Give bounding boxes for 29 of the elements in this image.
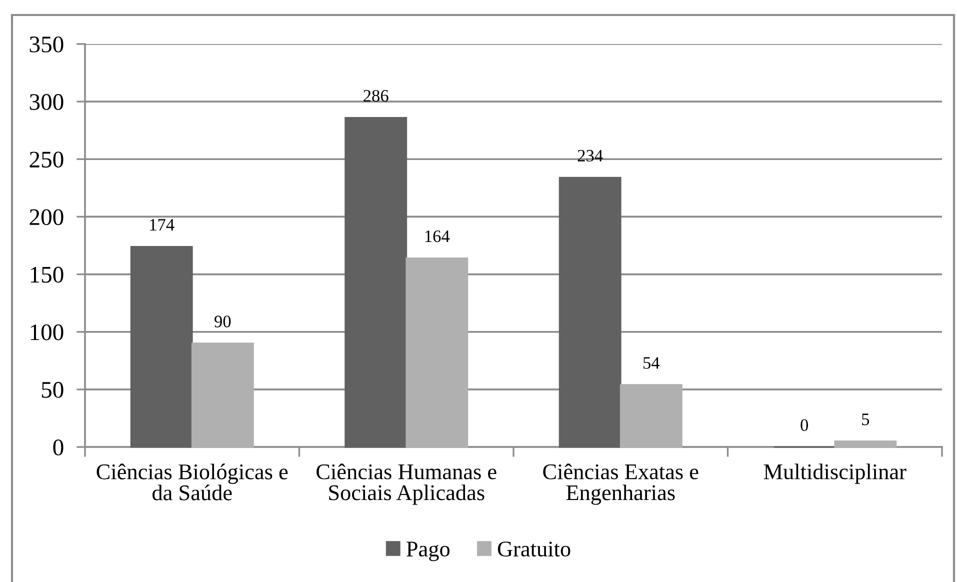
data-label: 286 bbox=[364, 90, 388, 102]
y-tick-label: 150 bbox=[30, 266, 64, 283]
bar bbox=[344, 116, 408, 448]
data-label: 164 bbox=[425, 230, 450, 242]
y-tick-label: 300 bbox=[30, 94, 64, 110]
data-label: 234 bbox=[578, 150, 603, 162]
data-label: 90 bbox=[214, 316, 231, 328]
bar bbox=[191, 342, 254, 448]
bar bbox=[834, 440, 897, 448]
data-label: 0 bbox=[800, 419, 808, 431]
y-tick-label: 0 bbox=[53, 439, 64, 456]
legend-label: Pago bbox=[406, 542, 450, 562]
data-label: 5 bbox=[862, 414, 870, 426]
bar bbox=[406, 257, 468, 448]
x-tick-label: Multidisciplinar bbox=[764, 464, 906, 484]
data-label: 54 bbox=[643, 357, 660, 369]
x-tick-label: Ciências Humanas e Sociais Aplicadas bbox=[316, 464, 496, 505]
bar bbox=[130, 246, 193, 448]
data-label: 174 bbox=[150, 218, 174, 230]
legend-label: Gratuito bbox=[498, 542, 570, 557]
x-tick-label: Ciências Exatas e Engenharias bbox=[543, 464, 698, 505]
y-tick-label: 100 bbox=[30, 324, 64, 340]
y-tick-label: 250 bbox=[30, 152, 64, 168]
x-tick-label: Ciências Biológicas e da Saúde bbox=[96, 464, 288, 500]
y-tick-label: 200 bbox=[30, 209, 64, 226]
bar bbox=[620, 384, 682, 448]
bar bbox=[558, 176, 622, 448]
y-tick-label: 350 bbox=[30, 36, 64, 52]
y-tick-label: 50 bbox=[42, 382, 64, 398]
